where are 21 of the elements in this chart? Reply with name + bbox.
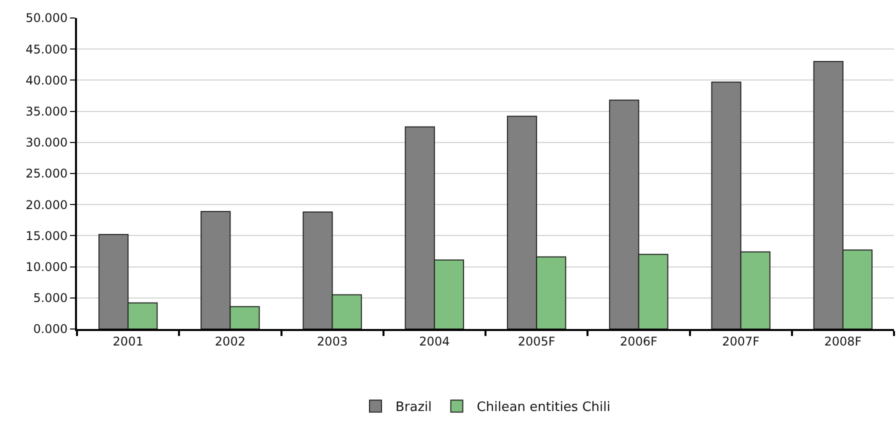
y-tick-label: 25.000	[26, 166, 68, 181]
y-tick-label: 45.000	[26, 42, 68, 56]
x-tick-label: 2006F	[620, 334, 658, 348]
y-tick-label: 30.000	[26, 136, 68, 150]
x-tick-label: 2007F	[722, 334, 760, 348]
y-tick-label: 50.000	[26, 11, 68, 26]
x-tick-label: 2005F	[518, 334, 556, 348]
y-tick-label: 5.000	[33, 291, 68, 306]
y-tick-label: 35.000	[26, 104, 68, 118]
x-tick-label: 2004	[419, 334, 450, 348]
x-tick-label: 2002	[214, 334, 246, 348]
y-tick-label: 0.000	[33, 322, 68, 336]
x-tick-label: 2003	[317, 334, 348, 348]
y-tick-label: 40.000	[26, 73, 68, 88]
legend-label: Chilean entities Chili	[476, 400, 610, 416]
y-tick-label: 15.000	[26, 228, 68, 243]
legend-label: Brazil	[396, 400, 432, 416]
x-tick-label: 2001	[112, 334, 144, 348]
x-tick-label: 2008F	[824, 334, 862, 348]
y-tick-label: 20.000	[26, 198, 68, 212]
y-tick-label: 10.000	[26, 260, 68, 274]
